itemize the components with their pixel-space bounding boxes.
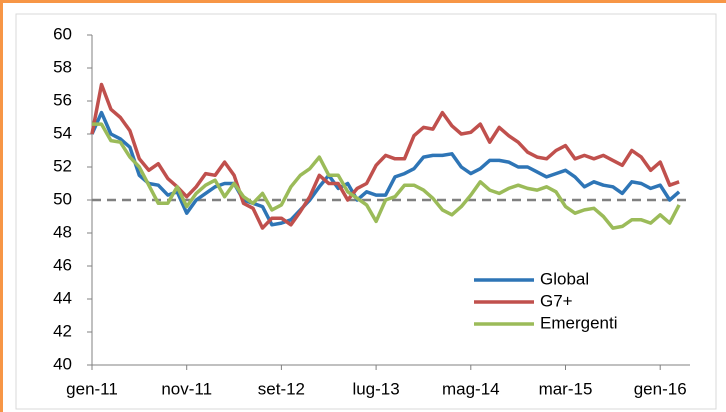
y-tick-label: 46 (53, 255, 72, 274)
plot-frame (15, 13, 717, 410)
legend-label: Global (540, 269, 589, 288)
y-tick-label: 58 (53, 57, 72, 76)
legend-label: G7+ (540, 291, 573, 310)
series-line (90, 110, 681, 227)
y-tick-label: 44 (53, 288, 72, 307)
x-tick-label: lug-13 (352, 379, 399, 398)
y-tick-label: 48 (53, 222, 72, 241)
y-tick-label: 50 (53, 189, 72, 208)
y-tick-label: 42 (53, 321, 72, 340)
y-tick-label: 56 (53, 90, 72, 109)
series-line (90, 82, 680, 230)
x-tick-label: gen-11 (66, 379, 118, 398)
y-tick-label: 40 (53, 354, 72, 373)
y-tick-label: 52 (53, 156, 72, 175)
series-line (92, 122, 681, 230)
x-tick-label: nov-11 (161, 379, 212, 398)
x-tick-label: mag-14 (442, 379, 500, 398)
x-tick-label: mar-15 (539, 379, 593, 398)
x-tick-label: gen-16 (634, 379, 687, 398)
y-tick-label: 60 (53, 24, 72, 43)
legend-label: Emergenti (540, 313, 617, 332)
y-tick-label: 54 (53, 123, 72, 142)
x-tick-label: set-12 (258, 379, 305, 398)
